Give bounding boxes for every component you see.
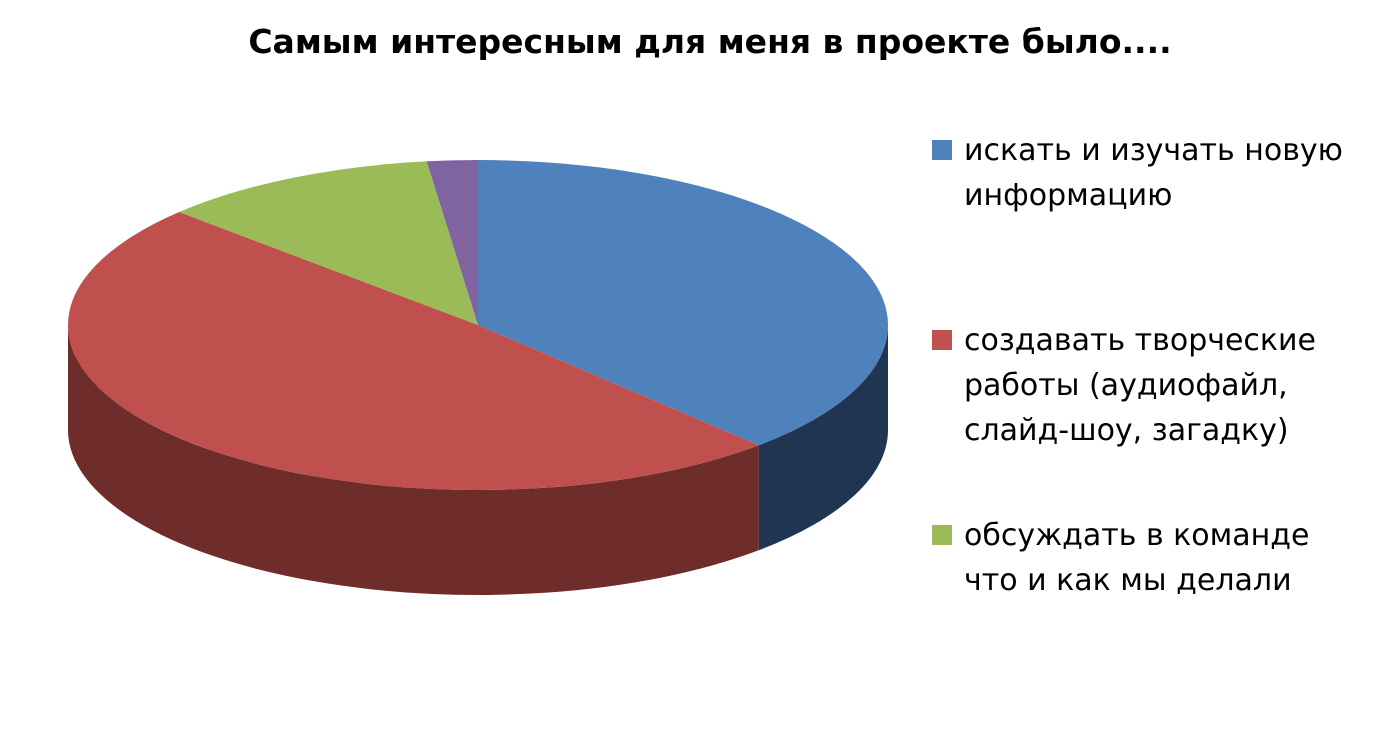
slice xyxy=(68,212,759,490)
slice-side xyxy=(68,325,759,596)
chart-title: Самым интересным для меня в проекте было… xyxy=(248,22,1172,61)
legend-swatch xyxy=(932,140,952,160)
legend-label: создавать творческие работы (аудиофайл, … xyxy=(964,323,1316,448)
legend-swatch xyxy=(932,525,952,545)
slice-side xyxy=(758,325,888,551)
slice xyxy=(426,160,478,325)
legend-label: искать и изучать новую информацию xyxy=(964,133,1343,213)
slice xyxy=(478,160,888,446)
legend-swatch xyxy=(932,330,952,350)
legend-label: обсуждать в команде что и как мы делали xyxy=(964,518,1310,598)
slice xyxy=(179,161,478,325)
